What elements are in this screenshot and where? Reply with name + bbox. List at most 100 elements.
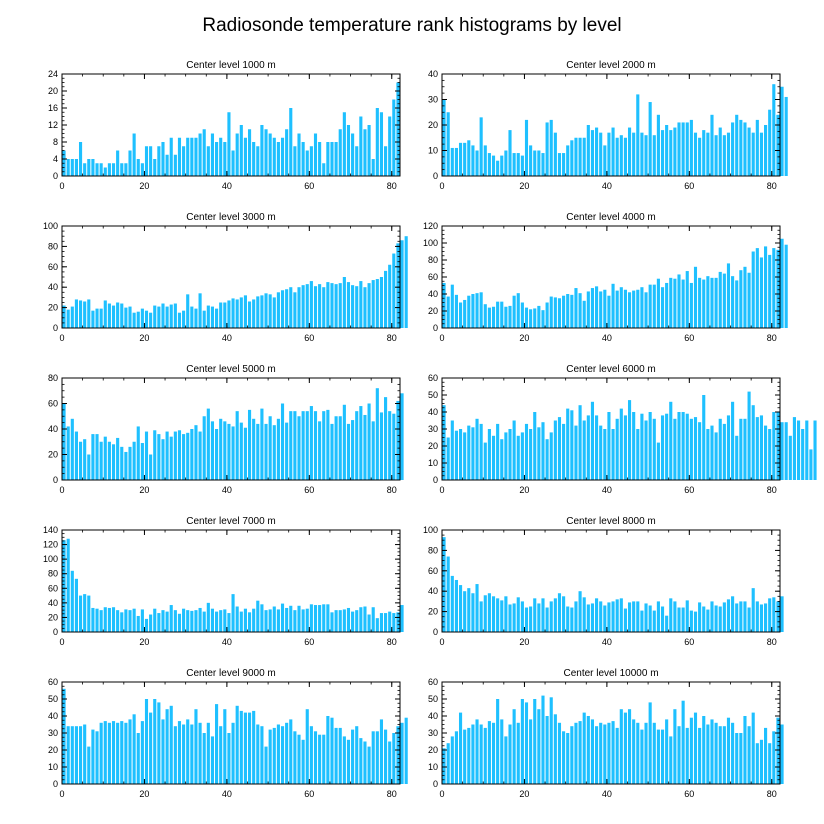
histogram-bar <box>359 738 363 784</box>
panel-title: Center level 5000 m <box>186 364 276 375</box>
y-tick-label: 0 <box>433 779 438 789</box>
histogram-bar <box>578 293 582 328</box>
histogram-bar <box>202 310 206 328</box>
histogram-bar <box>541 695 545 784</box>
histogram-bar <box>116 437 120 480</box>
histogram-bar <box>276 418 280 480</box>
histogram-bar <box>619 598 623 632</box>
histogram-bar <box>652 284 656 328</box>
histogram-bar <box>520 601 524 632</box>
histogram-bar <box>186 432 190 480</box>
histogram-bar <box>524 607 529 632</box>
x-tick-label: 0 <box>59 637 64 647</box>
histogram-bar <box>557 417 562 480</box>
histogram-bar <box>681 412 685 480</box>
histogram-bar <box>636 94 640 176</box>
histogram-bar <box>595 286 599 328</box>
histogram-bar <box>516 597 520 632</box>
histogram-bar <box>289 719 293 784</box>
histogram-bar <box>693 712 698 784</box>
panel-title: Center level 6000 m <box>566 364 656 375</box>
histogram-bar <box>743 716 747 784</box>
histogram-bar <box>388 264 392 328</box>
histogram-bar <box>111 163 116 176</box>
histogram-bar <box>479 724 483 784</box>
histogram-bar <box>322 163 326 176</box>
y-tick-label: 60 <box>48 399 58 409</box>
histogram-bar <box>239 125 243 176</box>
histogram-bar <box>206 722 210 784</box>
histogram-bar <box>574 601 578 632</box>
histogram-bar <box>206 146 210 176</box>
histogram-bar <box>726 132 731 176</box>
histogram-bar <box>702 606 706 632</box>
histogram-bar <box>140 308 144 328</box>
x-tick-label: 0 <box>59 789 64 799</box>
histogram-bar <box>467 425 471 480</box>
histogram-bar <box>454 147 458 176</box>
histogram-bar <box>338 610 342 632</box>
histogram-bar <box>219 137 223 176</box>
histogram-bar <box>454 579 458 632</box>
histogram-bar <box>111 721 116 784</box>
histogram-bar <box>363 414 367 480</box>
histogram-bar <box>739 601 743 632</box>
histogram-bar <box>545 122 549 176</box>
histogram-bar <box>491 306 496 328</box>
histogram-bar <box>487 307 491 328</box>
histogram-bar <box>471 724 475 784</box>
histogram-bar <box>475 584 479 632</box>
histogram-bar <box>334 142 338 176</box>
histogram-bar <box>751 712 755 784</box>
histogram-bar <box>714 722 718 784</box>
histogram-bar <box>83 301 87 328</box>
histogram-bar <box>566 408 570 480</box>
histogram-bar <box>355 726 359 784</box>
histogram-bar <box>533 150 537 176</box>
histogram-bar <box>450 736 454 784</box>
histogram-bar <box>371 731 375 784</box>
histogram-bar <box>87 299 91 328</box>
y-tick-label: 50 <box>428 694 438 704</box>
histogram-bar <box>404 717 408 784</box>
x-tick-label: 20 <box>519 485 529 495</box>
histogram-bar <box>685 600 689 632</box>
histogram-bar <box>710 114 714 176</box>
histogram-bar <box>611 721 615 784</box>
x-tick-label: 40 <box>222 333 232 343</box>
histogram-bar <box>116 302 120 328</box>
y-tick-label: 80 <box>48 569 58 579</box>
histogram-bar <box>524 307 529 328</box>
histogram-bar <box>776 249 780 328</box>
histogram-bar <box>78 726 83 784</box>
histogram-bar <box>91 434 95 480</box>
histogram-bar <box>545 716 549 784</box>
histogram-bar <box>549 697 553 784</box>
histogram-bar <box>759 604 764 632</box>
histogram-bar <box>124 163 128 176</box>
histogram-bar <box>640 287 644 328</box>
histogram-bar <box>533 308 537 328</box>
histogram-bar <box>644 420 648 480</box>
histogram-bar <box>660 415 665 480</box>
histogram-bar <box>541 153 545 176</box>
y-tick-label: 20 <box>48 745 58 755</box>
histogram-bar <box>772 412 776 480</box>
y-tick-label: 40 <box>48 424 58 434</box>
histogram-bar <box>149 712 153 784</box>
histogram-bar <box>396 400 400 480</box>
x-tick-label: 40 <box>602 485 612 495</box>
histogram-bar <box>784 244 788 328</box>
histogram-bar <box>227 300 231 328</box>
histogram-bar <box>739 733 743 784</box>
histogram-bar <box>632 719 636 784</box>
histogram-bar <box>276 724 280 784</box>
histogram-bar <box>636 289 640 328</box>
histogram-bar <box>516 293 520 328</box>
x-tick-label: 40 <box>222 789 232 799</box>
histogram-bar <box>309 146 313 176</box>
histogram-bar <box>735 114 739 176</box>
histogram-bar <box>239 422 243 480</box>
histogram-bar <box>326 409 330 480</box>
